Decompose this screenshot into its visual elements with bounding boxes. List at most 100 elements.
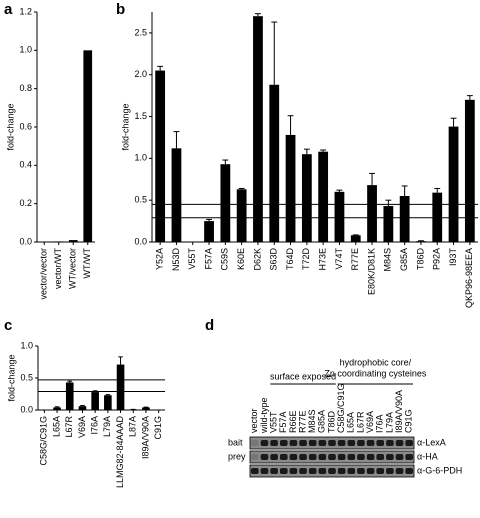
lane-label: G85A: [317, 410, 327, 433]
blot-band: [366, 440, 375, 446]
blot-band: [395, 440, 404, 446]
lane-label: V55T: [268, 411, 278, 433]
lane-label: F57A: [278, 411, 288, 433]
lane-label: V69A: [365, 411, 375, 433]
y-tick-label: 1.5: [134, 111, 147, 121]
bar: [285, 134, 296, 242]
blot-band: [279, 468, 288, 474]
bar: [78, 406, 87, 410]
bar: [116, 364, 125, 410]
y-tick-label: 0.0: [134, 236, 147, 246]
y-tick-label: 1.0: [20, 340, 33, 350]
bar: [464, 99, 475, 243]
group-label: Zn coordinating cysteines: [324, 368, 427, 378]
blot-band: [337, 454, 346, 460]
lane-label: C91G: [404, 409, 414, 433]
blot-band: [347, 468, 356, 474]
blot-band: [395, 468, 404, 474]
x-tick-label: QKP96-98EEA: [464, 248, 474, 308]
x-tick-label: D62K: [252, 248, 262, 271]
lane-label: T86D: [326, 410, 336, 433]
x-tick-label: R77E: [350, 248, 360, 271]
bar: [367, 185, 377, 242]
blot-band: [270, 440, 278, 446]
bar: [318, 151, 329, 242]
blot-band: [260, 454, 269, 460]
blot-band: [279, 440, 288, 446]
x-tick-label: vector/vector: [39, 248, 49, 300]
y-tick-label: 0.8: [19, 83, 32, 93]
blot-band: [251, 440, 259, 446]
blot-band: [328, 468, 336, 474]
antibody-label: α-LexA: [417, 437, 446, 447]
blot-band: [251, 454, 259, 460]
blot-band: [357, 468, 365, 474]
blot-band: [376, 454, 385, 460]
panel-label: d: [205, 317, 214, 334]
bar: [383, 206, 394, 242]
x-tick-label: P92A: [432, 248, 442, 270]
group-label: hydrophobic core/: [340, 357, 412, 367]
x-tick-label: G85A: [399, 248, 409, 271]
lane-label: wild-type: [259, 397, 269, 434]
x-tick-label: I93T: [448, 248, 458, 267]
lane-label: M84S: [307, 409, 317, 433]
y-tick-label: 2.5: [134, 27, 147, 37]
blot-band: [308, 454, 317, 460]
blot-band: [395, 454, 404, 460]
x-tick-label: T86D: [415, 248, 425, 271]
x-tick-label: L67R: [64, 415, 74, 437]
blot-band: [289, 468, 298, 474]
blot-band: [386, 454, 394, 460]
blot-band: [347, 440, 356, 446]
y-tick-label: 0.5: [20, 372, 33, 382]
bar: [91, 392, 99, 410]
x-tick-label: I76A: [90, 416, 100, 435]
y-tick-label: 2.0: [134, 69, 147, 79]
x-tick-label: H73E: [318, 248, 328, 271]
lane-label: C58G/C91G: [336, 383, 346, 433]
blot-band: [347, 454, 356, 460]
antibody-label: α-G-6-PDH: [417, 465, 462, 475]
y-tick-label: 0.6: [19, 121, 32, 131]
blot-band: [328, 454, 336, 460]
x-tick-label: L65A: [51, 416, 61, 437]
bar: [399, 196, 410, 242]
bar: [416, 241, 426, 242]
blot-band: [289, 454, 298, 460]
blot-band: [299, 468, 307, 474]
blot-band: [376, 440, 385, 446]
blot-band: [299, 440, 307, 446]
antibody-label: α-HA: [417, 451, 438, 461]
x-tick-label: C91G: [153, 416, 163, 440]
x-tick-label: S63D: [269, 248, 279, 271]
bar: [171, 148, 182, 242]
x-tick-label: T72D: [301, 248, 311, 271]
y-tick-label: 1.0: [134, 153, 147, 163]
blot-band: [386, 440, 394, 446]
x-tick-label: C59S: [220, 248, 230, 271]
lane-label: L67R: [355, 411, 365, 433]
y-tick-label: 0.0: [20, 404, 33, 414]
bar: [301, 154, 312, 242]
y-tick-label: 1.2: [19, 6, 32, 16]
lane-label: L65A: [346, 412, 356, 433]
x-tick-label: WT/WT: [82, 248, 92, 279]
blot-band: [308, 440, 317, 446]
panel-label: a: [4, 1, 13, 18]
blot-band: [308, 468, 317, 474]
x-tick-label: V74T: [334, 248, 344, 270]
blot-band: [405, 440, 413, 446]
y-tick-label: 0.0: [19, 236, 32, 246]
panel-label: b: [116, 1, 125, 18]
blot-band: [270, 454, 278, 460]
x-tick-label: T64D: [285, 248, 295, 271]
blot-band: [260, 440, 269, 446]
x-tick-label: K60E: [236, 248, 246, 270]
y-axis-title: fold-change: [6, 354, 16, 401]
x-tick-label: LLMG82-84AAAD: [115, 416, 125, 489]
y-tick-label: 0.5: [134, 195, 147, 205]
blot-band: [357, 440, 365, 446]
blot-band: [270, 468, 278, 474]
